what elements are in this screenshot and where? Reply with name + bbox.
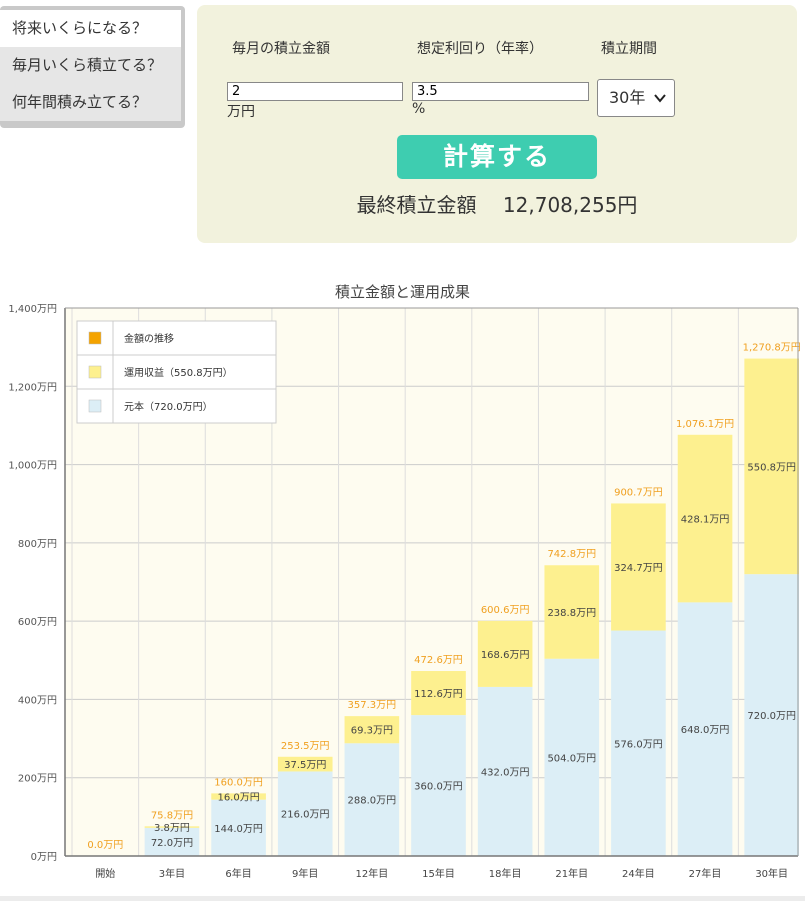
footer-divider (0, 896, 805, 901)
total-value-label: 900.7万円 (614, 487, 663, 498)
tab-monthly-amount[interactable]: 毎月いくら積立てる？ (0, 47, 181, 84)
profit-value-label: 428.1万円 (681, 515, 730, 526)
principal-value-label: 144.0万円 (214, 824, 263, 835)
profit-bar (411, 671, 466, 716)
tab-future-value[interactable]: 将来いくらになる？ (0, 10, 181, 47)
profit-bar (611, 503, 666, 631)
legend-item-trend-swatch (88, 331, 102, 345)
legend-item-profit: 運用収益（550.8万円） (124, 366, 233, 379)
profit-bar (544, 565, 600, 659)
x-tick-label: 3年目 (159, 867, 185, 880)
period-select-value: 30年 (609, 88, 646, 107)
final-amount-label: 最終積立金額 (356, 193, 477, 217)
principal-bar (477, 686, 533, 856)
stacked-bar-chart: 0万円 200万円 400万円 600万円 800万円 1,000万円 1,200万円 1,4… (8, 304, 801, 880)
principal-value-label: 72.0万円 (151, 838, 193, 849)
rate-unit: % (412, 101, 426, 117)
y-tick-label: 400万円 (18, 695, 57, 706)
x-tick-label: 21年目 (555, 867, 588, 880)
profit-value-label: 550.8万円 (747, 462, 796, 473)
monthly-amount-unit: 万円 (227, 104, 255, 120)
principal-value-label: 504.0万円 (547, 753, 596, 764)
total-value-label: 472.6万円 (414, 655, 463, 666)
monthly-amount-label: 毎月の積立金額 (232, 41, 330, 57)
legend-box (76, 320, 277, 424)
tab-duration[interactable]: 何年間積み立てる？ (0, 84, 181, 121)
principal-bar (677, 602, 733, 856)
principal-value-label: 432.0万円 (481, 767, 530, 778)
profit-bar (477, 620, 533, 687)
calculator-panel: 毎月の積立金額 想定利回り（年率） 積立期間 万円 % 30年 計算する 最終積… (197, 5, 797, 243)
principal-value-label: 288.0万円 (348, 796, 397, 807)
calculate-button[interactable]: 計算する (397, 135, 597, 179)
principal-bar (411, 715, 466, 856)
profit-value-label: 16.0万円 (217, 793, 259, 804)
x-tick-label: 18年目 (489, 867, 522, 880)
profit-value-label: 112.6万円 (414, 689, 463, 700)
principal-value-label: 576.0万円 (614, 739, 663, 750)
total-value-label: 742.8万円 (547, 549, 596, 560)
profit-value-label: 238.8万円 (547, 608, 596, 619)
chart-title: 積立金額と運用成果 (334, 283, 470, 301)
y-tick-label: 0万円 (31, 852, 57, 863)
chevron-down-icon (654, 80, 666, 130)
principal-value-label: 720.0万円 (747, 711, 796, 722)
principal-bar (211, 799, 266, 856)
principal-bar (144, 827, 200, 856)
total-value-label: 600.6万円 (481, 605, 530, 616)
legend-item-trend: 金額の推移 (124, 332, 174, 345)
profit-value-label: 3.8万円 (154, 823, 190, 834)
calc-mode-menu: 将来いくらになる？ 毎月いくら積立てる？ 何年間積み立てる？ (0, 6, 185, 128)
profit-value-label: 168.6万円 (481, 650, 530, 661)
rate-input[interactable] (412, 82, 589, 101)
profit-bar (677, 434, 733, 603)
total-value-label: 253.5万円 (281, 741, 330, 752)
y-tick-label: 600万円 (18, 617, 57, 628)
total-value-label: 1,270.8万円 (743, 343, 801, 354)
x-tick-label: 6年目 (225, 867, 251, 880)
profit-bar (211, 793, 266, 800)
y-tick-label: 1,200万円 (8, 382, 57, 393)
y-tick-label: 1,400万円 (8, 304, 57, 315)
principal-bar (744, 574, 800, 856)
total-value-label: 0.0万円 (87, 840, 123, 851)
principal-value-label: 216.0万円 (281, 810, 330, 821)
x-tick-label: 30年目 (755, 867, 788, 880)
y-tick-label: 200万円 (18, 774, 57, 785)
profit-bar (344, 716, 400, 744)
profit-value-label: 37.5万円 (284, 760, 326, 771)
profit-bar (144, 826, 200, 828)
x-tick-label: 開始 (95, 867, 115, 880)
x-tick-label: 9年目 (292, 867, 318, 880)
y-tick-label: 1,000万円 (8, 461, 57, 472)
principal-bar (544, 658, 600, 856)
principal-value-label: 648.0万円 (681, 725, 730, 736)
principal-value-label: 360.0万円 (414, 782, 463, 793)
profit-value-label: 69.3万円 (351, 726, 393, 737)
principal-bar (611, 630, 666, 856)
period-select[interactable]: 30年 (597, 79, 675, 117)
principal-bar (277, 771, 333, 856)
profit-bar (744, 358, 800, 575)
total-value-label: 75.8万円 (151, 810, 193, 821)
legend-item-principal-swatch (88, 399, 102, 413)
monthly-amount-input[interactable] (227, 82, 403, 101)
x-tick-label: 24年目 (622, 867, 655, 880)
y-tick-label: 800万円 (18, 539, 57, 550)
total-value-label: 1,076.1万円 (676, 419, 734, 430)
profit-value-label: 324.7万円 (614, 563, 663, 574)
period-label: 積立期間 (601, 41, 657, 57)
final-amount-value: 12,708,255円 (502, 193, 638, 217)
profit-bar (277, 756, 333, 772)
total-value-label: 160.0万円 (214, 777, 263, 788)
x-tick-label: 27年目 (689, 867, 722, 880)
legend-item-principal: 元本（720.0万円） (124, 400, 213, 413)
x-tick-label: 15年目 (422, 867, 455, 880)
final-amount-result: 最終積立金額 12,708,255円 (197, 189, 797, 218)
total-value-label: 357.3万円 (348, 700, 397, 711)
principal-bar (344, 743, 400, 856)
rate-label: 想定利回り（年率） (417, 41, 543, 57)
x-tick-label: 12年目 (355, 867, 388, 880)
legend-item-profit-swatch (88, 365, 102, 379)
